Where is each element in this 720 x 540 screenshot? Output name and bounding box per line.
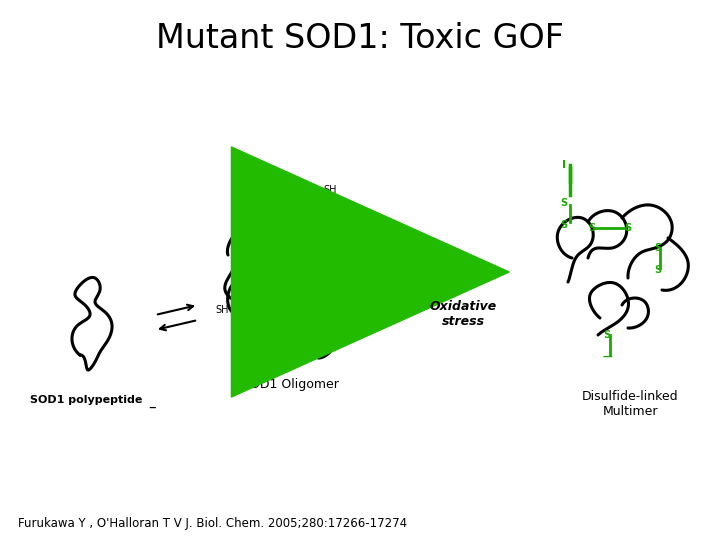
Text: —: — <box>602 352 612 362</box>
Text: HS: HS <box>278 293 292 303</box>
Text: S: S <box>603 330 611 340</box>
Text: S: S <box>560 198 567 208</box>
Text: SH: SH <box>215 305 229 315</box>
Text: SH: SH <box>271 357 284 367</box>
Text: SH: SH <box>251 182 265 192</box>
Text: S: S <box>654 243 662 253</box>
Text: S: S <box>654 265 662 275</box>
Text: SH: SH <box>323 185 337 195</box>
Text: –: – <box>148 400 156 415</box>
Text: I: I <box>562 160 566 170</box>
Text: SOD1 polypeptide: SOD1 polypeptide <box>30 395 143 405</box>
Text: S: S <box>624 223 631 233</box>
Text: Furukawa Y , O'Halloran T V J. Biol. Chem. 2005;280:17266-17274: Furukawa Y , O'Halloran T V J. Biol. Che… <box>18 517 407 530</box>
Text: S: S <box>560 220 567 230</box>
Text: SH: SH <box>336 303 348 313</box>
Text: Disulfide-linked
Multimer: Disulfide-linked Multimer <box>582 390 678 418</box>
Text: Oxidative
stress: Oxidative stress <box>429 300 497 328</box>
Text: SOD1 Oligomer: SOD1 Oligomer <box>242 378 338 391</box>
Text: Mutant SOD1: Toxic GOF: Mutant SOD1: Toxic GOF <box>156 22 564 55</box>
Text: S: S <box>588 223 595 233</box>
